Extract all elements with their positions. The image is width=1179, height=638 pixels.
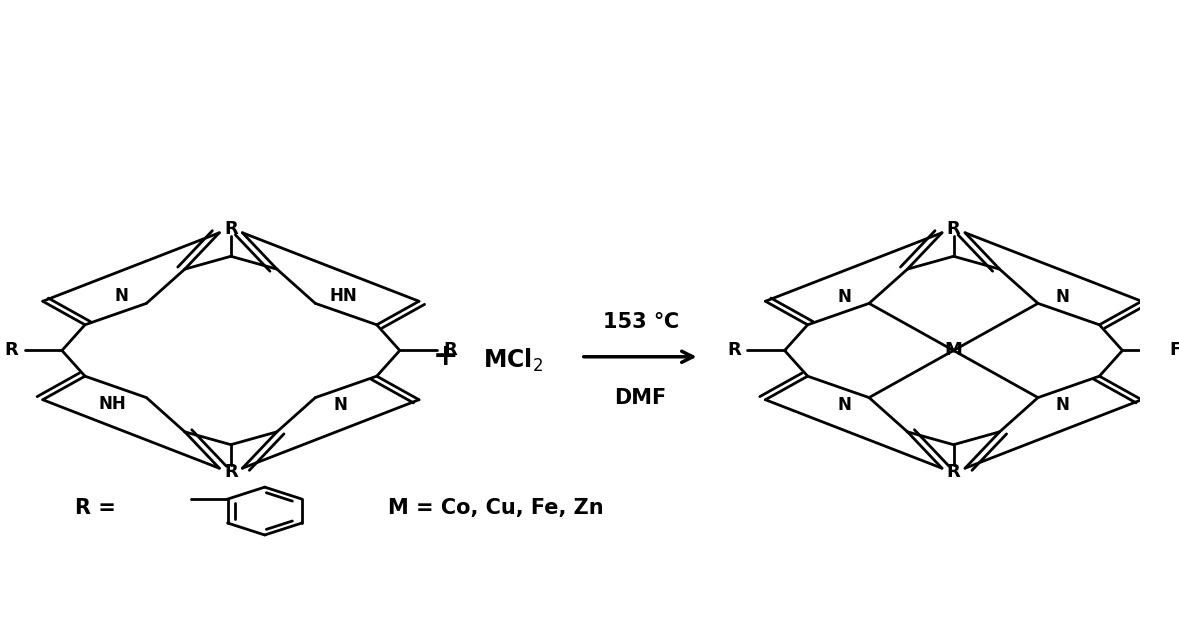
Text: N: N — [1056, 396, 1069, 414]
Text: DMF: DMF — [614, 388, 667, 408]
Text: N: N — [837, 288, 851, 306]
Text: R: R — [224, 463, 238, 481]
Text: R: R — [947, 463, 961, 481]
Text: R: R — [947, 220, 961, 238]
Text: R: R — [727, 341, 740, 359]
Text: M = Co, Cu, Fe, Zn: M = Co, Cu, Fe, Zn — [388, 498, 604, 518]
Text: R: R — [5, 341, 18, 359]
Text: N: N — [114, 287, 129, 305]
Text: N: N — [837, 396, 851, 414]
Text: HN: HN — [330, 287, 357, 305]
Text: F: F — [1170, 341, 1179, 359]
Text: NH: NH — [99, 395, 126, 413]
Text: +: + — [433, 342, 459, 371]
Text: R =: R = — [75, 498, 116, 518]
Text: MCl$_2$: MCl$_2$ — [483, 346, 544, 373]
Text: N: N — [334, 396, 347, 414]
Text: R: R — [224, 220, 238, 238]
Text: M: M — [944, 341, 962, 359]
Text: 153 ℃: 153 ℃ — [602, 312, 679, 332]
Text: R: R — [443, 341, 457, 359]
Text: N: N — [1056, 288, 1069, 306]
